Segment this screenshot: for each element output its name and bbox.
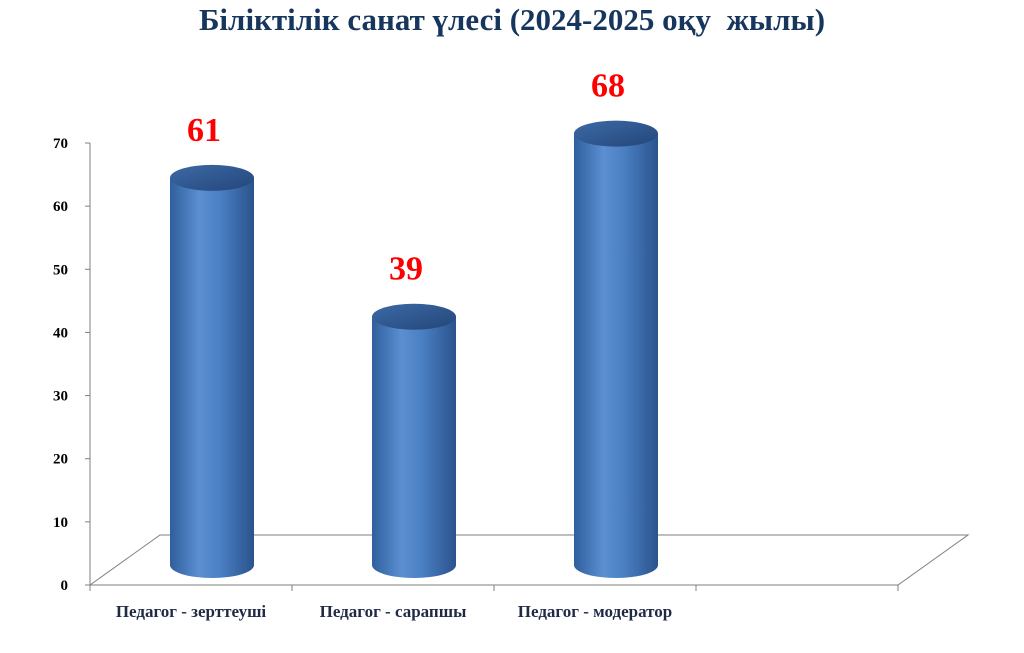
chart-title: Біліктілік санат үлесі (2024-2025 оқу жы… (198, 2, 826, 37)
bar-body (170, 177, 254, 579)
y-tick-label: 60 (53, 199, 68, 215)
bar-cap (372, 303, 456, 330)
data-label: 68 (591, 68, 625, 105)
category-label: Педагог - модератор (518, 602, 672, 621)
bar-body (372, 316, 456, 578)
bar-cap (574, 120, 658, 147)
y-tick-label: 70 (53, 136, 68, 152)
y-tick-label: 40 (53, 325, 68, 341)
data-label: 39 (389, 251, 423, 288)
y-tick-label: 50 (53, 262, 68, 278)
category-label: Педагог - сарапшы (320, 602, 467, 621)
bar-cap (170, 164, 254, 191)
y-tick-label: 20 (53, 452, 68, 468)
chart-floor (88, 534, 970, 586)
bar-body (574, 133, 658, 578)
bar (372, 303, 456, 578)
bar (170, 164, 254, 579)
y-tick-label: 0 (61, 578, 69, 594)
category-label: Педагог - зерттеуші (116, 602, 267, 621)
data-label: 61 (187, 112, 221, 149)
y-tick-label: 30 (53, 389, 68, 405)
bar (574, 120, 658, 578)
y-tick-label: 10 (53, 515, 68, 531)
